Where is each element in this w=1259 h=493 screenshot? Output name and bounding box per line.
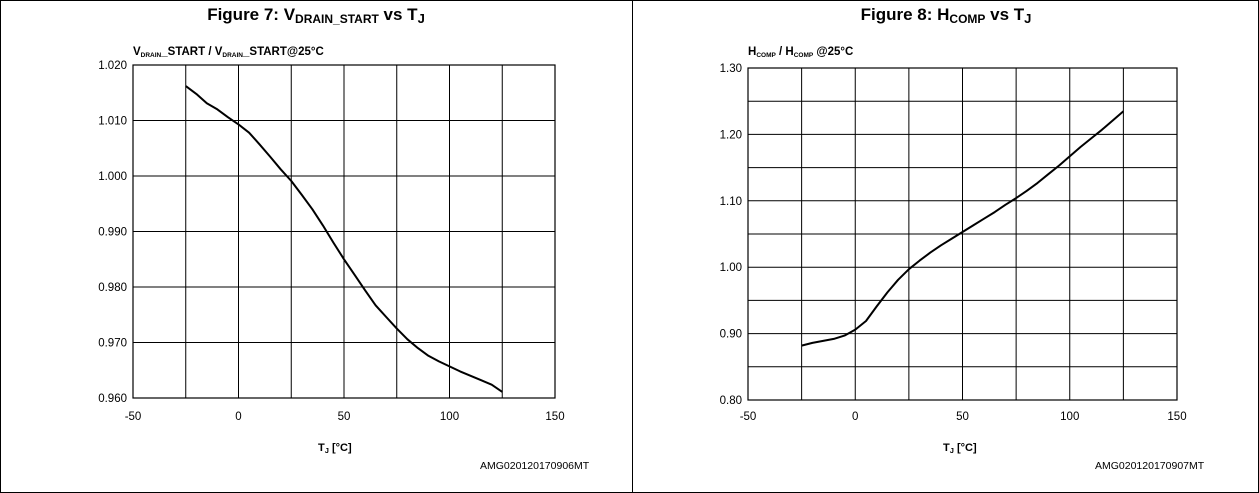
figure-8-xlabel-t: T <box>943 442 950 454</box>
figure-7-title-mid: vs T <box>378 5 418 24</box>
figure-8-y-tick-label: 0.90 <box>720 329 742 341</box>
figure-8-xlabel-rest: [°C] <box>953 442 977 454</box>
figure-8-x-tick-label: 50 <box>956 411 969 423</box>
figure-7-y-tick-label: 1.020 <box>98 60 127 72</box>
figure-7-y-tick-label: 0.990 <box>98 227 127 239</box>
figure-7-ylabel-s1: DRAIN <box>140 52 162 59</box>
figure-8-plot-border <box>747 67 1178 401</box>
figure-7-x-tick-label: 0 <box>235 411 241 423</box>
figure-8-series-line <box>801 110 1125 347</box>
figure-8-title-sub2: J <box>1024 11 1032 26</box>
figure-8-title-prefix: Figure 8: H <box>860 5 950 24</box>
figure-8-xlabel-s: J <box>949 446 954 455</box>
figure-7-series-line <box>185 85 503 393</box>
figure-7-plot-border <box>132 64 556 399</box>
figure-7-ylabel-v1: V <box>133 46 141 58</box>
figure-8-y-tick-label: 1.20 <box>720 129 742 141</box>
figure-7-ylabel-s2: DRAIN <box>222 52 243 59</box>
figure-8-x-tick-label: -50 <box>740 411 757 423</box>
figure-7-y-tick-label: 0.970 <box>98 338 127 350</box>
figure-7-title-sub1: DRAIN_START <box>295 12 379 26</box>
figure-7-y-tick-label: 1.010 <box>98 116 127 128</box>
figure-8-y-tick-label: 0.80 <box>720 395 742 407</box>
figure-8-panel: Figure 8: HCOMP vs TJ HCOMP / HCOMP @25°… <box>633 0 1259 493</box>
figure-8-ylabel-s1: COMP <box>756 52 776 59</box>
figure-8-ylabel-s2: COMP <box>793 52 814 59</box>
figure-7-x-tick-label: 50 <box>338 411 351 423</box>
figure-7-y-tick-label: 0.980 <box>98 282 127 294</box>
figure-7-x-tick-label: -50 <box>125 411 142 423</box>
figure-7-y-axis-label: VDRAIN_START / VDRAIN_START@25°C <box>133 46 324 59</box>
figure-8-y-tick-label: 1.30 <box>720 63 742 75</box>
figure-8-x-tick-label: 100 <box>1060 411 1079 423</box>
figure-7-x-axis-label: TJ [°C] <box>318 442 352 455</box>
figure-7-xlabel-rest: [°C] <box>328 442 352 454</box>
figure-7-y-tick-label: 0.960 <box>98 393 127 405</box>
figure-8-x-tick-label: 150 <box>1167 411 1186 423</box>
figure-7-title-prefix: Figure 7: V <box>207 5 296 24</box>
figure-8-title-sub1: COMP <box>949 12 986 26</box>
panel-divider <box>632 0 633 493</box>
figure-7-y-tick-label: 1.000 <box>98 171 127 183</box>
figure-7-panel: Figure 7: VDRAIN_START vs TJ VDRAIN_STAR… <box>0 5 632 472</box>
figure-8-y-axis-label: HCOMP / HCOMP @25°C <box>748 46 854 59</box>
figure-7-title-sub2: J <box>417 11 425 26</box>
figure-8-code: AMG020120170907MT <box>1095 460 1205 472</box>
figure-7-x-tick-label: 150 <box>545 411 564 423</box>
figure-8-x-axis-label: TJ [°C] <box>943 442 977 455</box>
figure-7-ylabel-t1: _START / V <box>161 46 223 58</box>
figure-8-ylabel-t2: @25°C <box>813 46 854 58</box>
figure-8-ylabel-v1: H <box>748 46 757 58</box>
figure-8-y-tick-label: 1.10 <box>720 196 742 208</box>
figure-8-title: Figure 8: HCOMP vs TJ <box>633 5 1259 26</box>
figure-7-chart: 0.960 0.970 0.980 0.990 1.000 1.010 1.020 -50 0 5… <box>98 60 564 423</box>
figure-7-code: AMG020120170906MT <box>480 460 590 472</box>
figure-8-y-tick-label: 1.00 <box>720 262 742 274</box>
figure-7-title: Figure 7: VDRAIN_START vs TJ <box>0 5 632 26</box>
figure-7-x-tick-label: 100 <box>440 411 459 423</box>
figure-7-xlabel-s: J <box>324 446 329 455</box>
figure-7-ylabel-t2: _START@25°C <box>243 46 324 58</box>
figure-8-title-mid: vs T <box>985 5 1025 24</box>
figure-7-xlabel-t: T <box>318 442 325 454</box>
figure-8-ylabel-t1: / H <box>775 46 794 58</box>
figure-8-x-tick-label: 0 <box>852 411 858 423</box>
